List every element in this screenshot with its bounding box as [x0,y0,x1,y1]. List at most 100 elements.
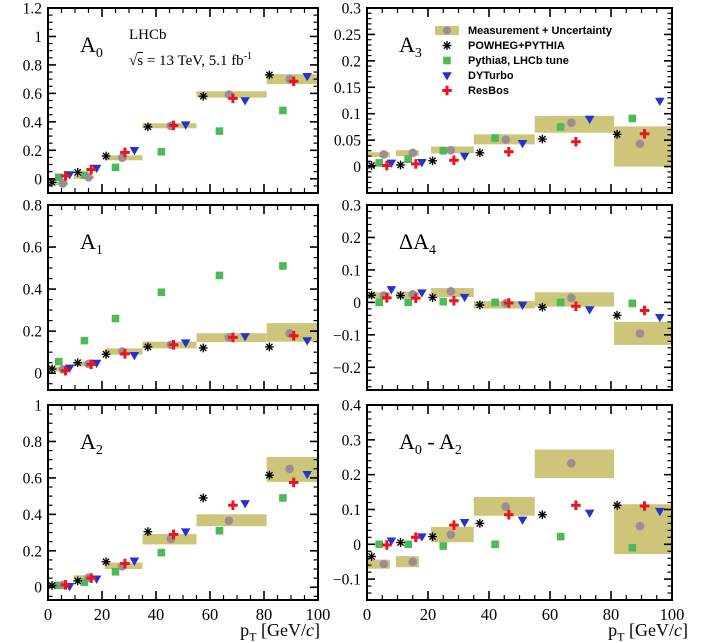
x-tick-label: 80 [603,605,620,624]
marker-pythia8 [215,271,224,280]
x-tick-label: 100 [660,605,685,624]
marker-dyturbo [302,470,312,480]
marker-resbos [639,305,650,316]
y-tick-label: 0.4 [342,398,362,415]
marker-powheg [396,291,405,300]
marker-measurement [285,464,294,474]
marker-powheg [47,581,57,590]
series-dyturbo [386,97,665,168]
marker-pythia8 [491,298,499,307]
y-tick-label: 1 [34,398,42,415]
marker-dyturbo [129,147,140,156]
marker-resbos [228,93,238,104]
measurement-legend-marker [435,26,459,35]
plot-panel-A3: 0 0.05 0.1 0.15 0.2 0.25 0.3 A3 [334,1,673,194]
x-axis: 0 20 40 60 80 100 [44,406,330,624]
x-tick-label: 0 [44,605,52,624]
marker-powheg [265,70,274,80]
y-tick-label: 0.3 [342,1,362,18]
marker-powheg [428,156,437,166]
marker-resbos [60,171,71,181]
marker-pythia8 [404,155,412,163]
marker-resbos [86,164,96,175]
series-pythia8 [375,532,637,552]
marker-dyturbo [459,152,470,161]
marker-measurement [84,173,93,182]
legend-item-dyturbo: DYTurbo [432,68,612,83]
series-resbos [60,477,299,590]
x-tick-label: 80 [256,605,273,624]
marker-pythia8 [375,159,383,167]
marker-resbos [382,293,392,303]
marker-resbos [571,301,581,312]
uncertainty-box [367,152,390,158]
y-tick-label: 0.2 [342,467,361,484]
marker-powheg [143,122,153,132]
x-tick-label: 40 [481,605,498,624]
marker-pythia8 [111,163,120,172]
y-tick-label: 0.05 [334,133,361,150]
marker-pythia8 [439,542,448,550]
marker-powheg [612,129,622,139]
marker-pythia8 [111,567,120,576]
y-tick-label: 0 [34,580,42,597]
marker-dyturbo [442,72,452,81]
marker-measurement [446,287,456,296]
panel-title-dA4: ΔA4 [399,229,436,258]
panel-title-A2: A2 [80,429,103,458]
marker-measurement [501,502,511,511]
marker-pythia8 [628,114,637,123]
marker-measurement [446,145,456,155]
marker-dyturbo [180,121,191,130]
marker-dyturbo [240,333,250,342]
legend-item-measurement: Measurement + Uncertainty [432,23,612,38]
marker-dyturbo [417,159,427,168]
y-tick-label: 0.1 [342,106,361,123]
marker-resbos [288,477,299,488]
legend: Measurement + Uncertainty POWHEG+PYTHIA Py… [432,23,612,98]
unit-open: [GeV/ [256,620,306,640]
marker-dyturbo [417,289,427,298]
marker-dyturbo [129,557,140,566]
series-measurement [379,118,645,159]
marker-powheg [367,290,376,300]
marker-dyturbo [417,533,427,542]
marker-powheg [367,552,376,561]
marker-resbos [571,500,581,511]
x-tick-label: 40 [148,605,165,624]
marker-dyturbo [386,537,397,546]
marker-powheg [475,300,485,310]
pt-subscript: T [617,629,625,643]
marker-measurement [408,557,418,566]
marker-measurement [567,293,576,303]
series-resbos [382,129,650,171]
marker-pythia8 [215,526,224,535]
sqrt-symbol: √ [129,53,138,69]
marker-dyturbo [655,97,665,107]
marker-resbos [411,159,421,169]
sqrt-s: s [137,53,144,69]
series-resbos [60,330,299,376]
marker-resbos [449,520,459,530]
marker-resbos [449,295,459,306]
series-powheg [367,500,622,561]
marker-pythia8 [443,56,451,65]
uncertainty-boxes [367,449,672,569]
y-tick-label: −0.1 [333,327,361,344]
marker-powheg [396,160,405,170]
marker-resbos [411,532,421,543]
marker-powheg [198,91,208,101]
marker-powheg [143,342,153,352]
y-axis: 0 0.2 0.4 0.6 0.8 1 [23,398,317,597]
marker-pythia8 [80,171,89,180]
marker-pythia8 [375,540,383,549]
marker-resbos [120,147,130,158]
marker-powheg [73,358,83,368]
marker-dyturbo [240,500,250,509]
marker-measurement [635,329,645,338]
marker-pythia8 [556,123,565,131]
marker-resbos [288,76,299,87]
marker-resbos [504,298,514,308]
marker-pythia8 [556,532,565,541]
plot-panel-dA4: −0.2 −0.1 0 0.1 0.2 0.3 ΔA4 [333,198,673,391]
